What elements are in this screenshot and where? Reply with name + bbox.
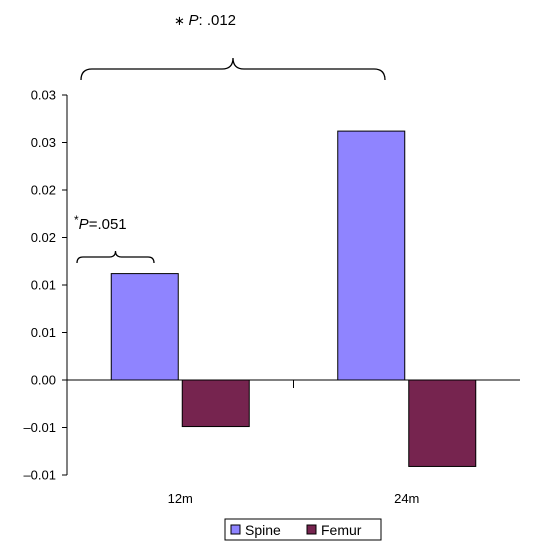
x-category-label: 24m bbox=[394, 491, 419, 506]
bracket-12m-24m bbox=[80, 57, 386, 81]
y-tick-label: 0.01 bbox=[31, 278, 56, 293]
y-ticks: 0.03 0.03 0.02 0.02 0.01 0.01 0.00 –0.01 –0.01 bbox=[23, 88, 67, 483]
bar-spine-24m bbox=[337, 130, 406, 381]
y-tick-label: 0.00 bbox=[31, 373, 56, 388]
y-tick-label: 0.02 bbox=[31, 230, 56, 245]
bar-spine-12m bbox=[110, 273, 179, 381]
y-tick-label: 0.03 bbox=[31, 135, 56, 150]
y-tick-label: 0.02 bbox=[31, 183, 56, 198]
bar-femur-12m bbox=[181, 379, 250, 428]
y-tick-label: –0.01 bbox=[23, 420, 56, 435]
bar-femur-24m bbox=[408, 379, 477, 467]
y-tick-label: 0.03 bbox=[31, 88, 56, 103]
significance-annotations: ∗ P: .012 *P=.051 bbox=[74, 12, 386, 264]
annot-12m: *P=.051 bbox=[74, 213, 127, 233]
x-category-labels: 12m 24m bbox=[168, 491, 420, 506]
legend-swatch-femur bbox=[306, 524, 317, 535]
annot-24m: ∗ P: .012 bbox=[174, 12, 236, 29]
legend-box bbox=[224, 518, 382, 541]
y-tick-label: 0.01 bbox=[31, 325, 56, 340]
y-tick-label: –0.01 bbox=[23, 468, 56, 483]
x-category-label: 12m bbox=[168, 491, 193, 506]
bars bbox=[110, 130, 477, 467]
legend-label-spine: Spine bbox=[245, 522, 281, 538]
legend-swatch-spine bbox=[230, 524, 241, 535]
legend: Spine Femur bbox=[224, 518, 382, 541]
legend-label-femur: Femur bbox=[321, 522, 362, 538]
bracket-12m bbox=[76, 250, 155, 264]
